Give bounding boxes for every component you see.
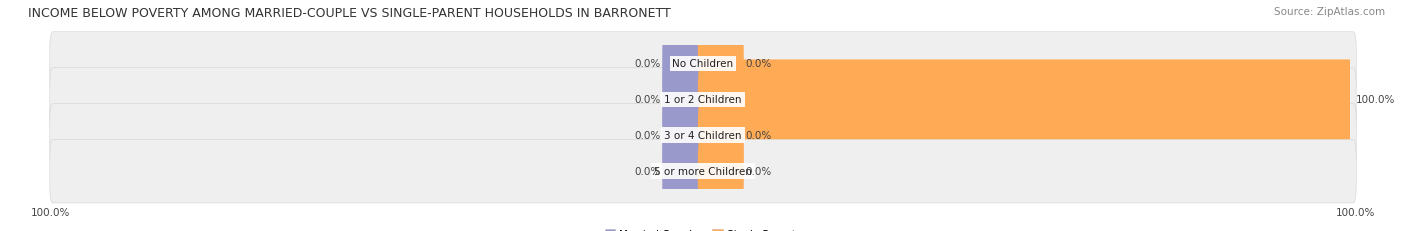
Text: Source: ZipAtlas.com: Source: ZipAtlas.com xyxy=(1274,7,1385,17)
Text: INCOME BELOW POVERTY AMONG MARRIED-COUPLE VS SINGLE-PARENT HOUSEHOLDS IN BARRONE: INCOME BELOW POVERTY AMONG MARRIED-COUPL… xyxy=(28,7,671,20)
FancyBboxPatch shape xyxy=(662,60,709,140)
Text: 0.0%: 0.0% xyxy=(745,167,772,176)
Text: No Children: No Children xyxy=(672,59,734,69)
FancyBboxPatch shape xyxy=(49,33,1357,96)
FancyBboxPatch shape xyxy=(697,60,1355,140)
Text: 0.0%: 0.0% xyxy=(634,95,661,105)
Text: 0.0%: 0.0% xyxy=(745,131,772,141)
FancyBboxPatch shape xyxy=(662,132,709,211)
Text: 100.0%: 100.0% xyxy=(1357,95,1396,105)
FancyBboxPatch shape xyxy=(697,132,744,211)
FancyBboxPatch shape xyxy=(49,68,1357,131)
FancyBboxPatch shape xyxy=(662,24,709,104)
Legend: Married Couples, Single Parents: Married Couples, Single Parents xyxy=(605,229,801,231)
Text: 5 or more Children: 5 or more Children xyxy=(654,167,752,176)
FancyBboxPatch shape xyxy=(697,24,744,104)
FancyBboxPatch shape xyxy=(662,96,709,176)
FancyBboxPatch shape xyxy=(49,104,1357,167)
Text: 0.0%: 0.0% xyxy=(634,59,661,69)
Text: 100.0%: 100.0% xyxy=(1336,207,1375,218)
Text: 100.0%: 100.0% xyxy=(31,207,70,218)
Text: 3 or 4 Children: 3 or 4 Children xyxy=(664,131,742,141)
Text: 0.0%: 0.0% xyxy=(745,59,772,69)
Text: 0.0%: 0.0% xyxy=(634,167,661,176)
Text: 1 or 2 Children: 1 or 2 Children xyxy=(664,95,742,105)
FancyBboxPatch shape xyxy=(697,96,744,176)
FancyBboxPatch shape xyxy=(49,140,1357,203)
Text: 0.0%: 0.0% xyxy=(634,131,661,141)
